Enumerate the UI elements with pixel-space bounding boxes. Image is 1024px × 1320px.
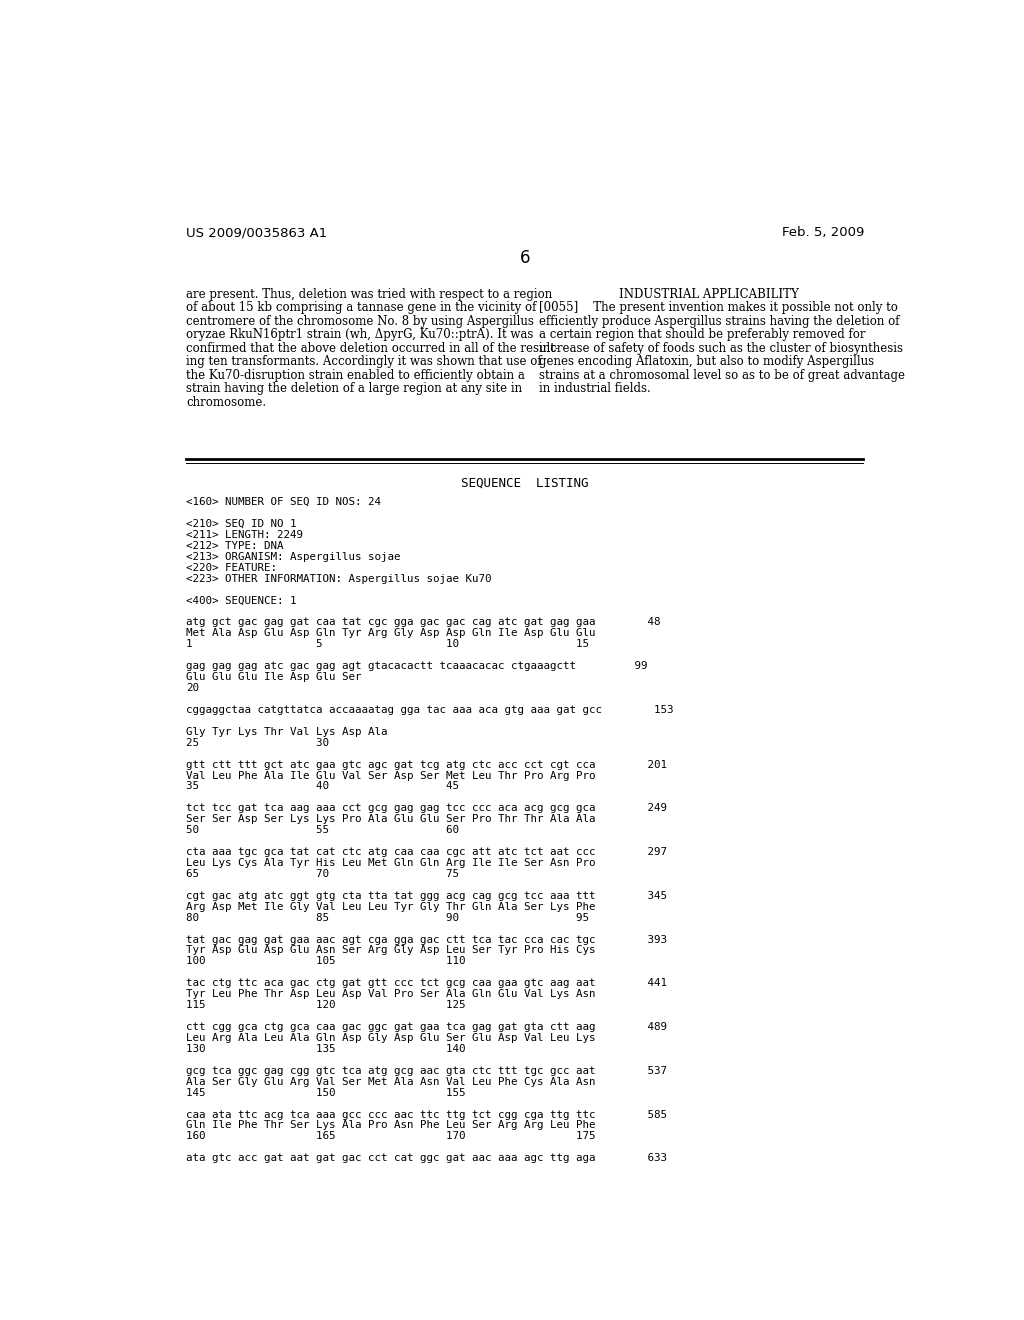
- Text: strains at a chromosomal level so as to be of great advantage: strains at a chromosomal level so as to …: [539, 368, 905, 381]
- Text: Glu Glu Glu Ile Asp Glu Ser: Glu Glu Glu Ile Asp Glu Ser: [186, 672, 361, 682]
- Text: <400> SEQUENCE: 1: <400> SEQUENCE: 1: [186, 595, 297, 606]
- Text: oryzae RkuN16ptr1 strain (wh, ΔpyrG, Ku70::ptrA). It was: oryzae RkuN16ptr1 strain (wh, ΔpyrG, Ku7…: [186, 329, 534, 341]
- Text: in industrial fields.: in industrial fields.: [539, 381, 650, 395]
- Text: Leu Arg Ala Leu Ala Gln Asp Gly Asp Glu Ser Glu Asp Val Leu Lys: Leu Arg Ala Leu Ala Gln Asp Gly Asp Glu …: [186, 1034, 596, 1043]
- Text: tat gac gag gat gaa aac agt cga gga gac ctt tca tac cca cac tgc        393: tat gac gag gat gaa aac agt cga gga gac …: [186, 935, 667, 945]
- Text: increase of safety of foods such as the cluster of biosynthesis: increase of safety of foods such as the …: [539, 342, 903, 355]
- Text: 115                 120                 125: 115 120 125: [186, 1001, 466, 1010]
- Text: Met Ala Asp Glu Asp Gln Tyr Arg Gly Asp Asp Gln Ile Asp Glu Glu: Met Ala Asp Glu Asp Gln Tyr Arg Gly Asp …: [186, 628, 596, 639]
- Text: gag gag gag atc gac gag agt gtacacactt tcaaacacac ctgaaagctt         99: gag gag gag atc gac gag agt gtacacactt t…: [186, 661, 647, 671]
- Text: Leu Lys Cys Ala Tyr His Leu Met Gln Gln Arg Ile Ile Ser Asn Pro: Leu Lys Cys Ala Tyr His Leu Met Gln Gln …: [186, 858, 596, 869]
- Text: Ser Ser Asp Ser Lys Lys Pro Ala Glu Glu Ser Pro Thr Thr Ala Ala: Ser Ser Asp Ser Lys Lys Pro Ala Glu Glu …: [186, 814, 596, 824]
- Text: tct tcc gat tca aag aaa cct gcg gag gag tcc ccc aca acg gcg gca        249: tct tcc gat tca aag aaa cct gcg gag gag …: [186, 804, 667, 813]
- Text: Feb. 5, 2009: Feb. 5, 2009: [782, 226, 864, 239]
- Text: strain having the deletion of a large region at any site in: strain having the deletion of a large re…: [186, 381, 522, 395]
- Text: the Ku70-disruption strain enabled to efficiently obtain a: the Ku70-disruption strain enabled to ef…: [186, 368, 525, 381]
- Text: confirmed that the above deletion occurred in all of the result-: confirmed that the above deletion occurr…: [186, 342, 559, 355]
- Text: US 2009/0035863 A1: US 2009/0035863 A1: [186, 226, 328, 239]
- Text: 145                 150                 155: 145 150 155: [186, 1088, 466, 1098]
- Text: 35                  40                  45: 35 40 45: [186, 781, 459, 792]
- Text: Tyr Asp Glu Asp Glu Asn Ser Arg Gly Asp Leu Ser Tyr Pro His Cys: Tyr Asp Glu Asp Glu Asn Ser Arg Gly Asp …: [186, 945, 596, 956]
- Text: Ala Ser Gly Glu Arg Val Ser Met Ala Asn Val Leu Phe Cys Ala Asn: Ala Ser Gly Glu Arg Val Ser Met Ala Asn …: [186, 1077, 596, 1086]
- Text: a certain region that should be preferably removed for: a certain region that should be preferab…: [539, 329, 865, 341]
- Text: [0055]    The present invention makes it possible not only to: [0055] The present invention makes it po…: [539, 301, 898, 314]
- Text: 25                  30: 25 30: [186, 738, 329, 747]
- Text: of about 15 kb comprising a tannase gene in the vicinity of: of about 15 kb comprising a tannase gene…: [186, 301, 537, 314]
- Text: Gln Ile Phe Thr Ser Lys Ala Pro Asn Phe Leu Ser Arg Arg Leu Phe: Gln Ile Phe Thr Ser Lys Ala Pro Asn Phe …: [186, 1121, 596, 1130]
- Text: cgt gac atg atc ggt gtg cta tta tat ggg acg cag gcg tcc aaa ttt        345: cgt gac atg atc ggt gtg cta tta tat ggg …: [186, 891, 667, 900]
- Text: 160                 165                 170                 175: 160 165 170 175: [186, 1131, 596, 1142]
- Text: 6: 6: [519, 249, 530, 267]
- Text: 50                  55                  60: 50 55 60: [186, 825, 459, 836]
- Text: <223> OTHER INFORMATION: Aspergillus sojae Ku70: <223> OTHER INFORMATION: Aspergillus soj…: [186, 574, 492, 583]
- Text: <213> ORGANISM: Aspergillus sojae: <213> ORGANISM: Aspergillus sojae: [186, 552, 400, 562]
- Text: ctt cgg gca ctg gca caa gac ggc gat gaa tca gag gat gta ctt aag        489: ctt cgg gca ctg gca caa gac ggc gat gaa …: [186, 1022, 667, 1032]
- Text: 130                 135                 140: 130 135 140: [186, 1044, 466, 1053]
- Text: <211> LENGTH: 2249: <211> LENGTH: 2249: [186, 531, 303, 540]
- Text: Arg Asp Met Ile Gly Val Leu Leu Tyr Gly Thr Gln Ala Ser Lys Phe: Arg Asp Met Ile Gly Val Leu Leu Tyr Gly …: [186, 902, 596, 912]
- Text: INDUSTRIAL APPLICABILITY: INDUSTRIAL APPLICABILITY: [620, 288, 799, 301]
- Text: cta aaa tgc gca tat cat ctc atg caa caa cgc att atc tct aat ccc        297: cta aaa tgc gca tat cat ctc atg caa caa …: [186, 847, 667, 857]
- Text: <160> NUMBER OF SEQ ID NOS: 24: <160> NUMBER OF SEQ ID NOS: 24: [186, 498, 381, 507]
- Text: 20: 20: [186, 682, 199, 693]
- Text: Val Leu Phe Ala Ile Glu Val Ser Asp Ser Met Leu Thr Pro Arg Pro: Val Leu Phe Ala Ile Glu Val Ser Asp Ser …: [186, 771, 596, 780]
- Text: <220> FEATURE:: <220> FEATURE:: [186, 562, 278, 573]
- Text: <212> TYPE: DNA: <212> TYPE: DNA: [186, 541, 284, 550]
- Text: 65                  70                  75: 65 70 75: [186, 869, 459, 879]
- Text: cggaggctaa catgttatca accaaaatag gga tac aaa aca gtg aaa gat gcc        153: cggaggctaa catgttatca accaaaatag gga tac…: [186, 705, 674, 715]
- Text: ing ten transformants. Accordingly it was shown that use of: ing ten transformants. Accordingly it wa…: [186, 355, 542, 368]
- Text: efficiently produce Aspergillus strains having the deletion of: efficiently produce Aspergillus strains …: [539, 314, 899, 327]
- Text: atg gct gac gag gat caa tat cgc gga gac gac cag atc gat gag gaa        48: atg gct gac gag gat caa tat cgc gga gac …: [186, 618, 660, 627]
- Text: tac ctg ttc aca gac ctg gat gtt ccc tct gcg caa gaa gtc aag aat        441: tac ctg ttc aca gac ctg gat gtt ccc tct …: [186, 978, 667, 989]
- Text: caa ata ttc acg tca aaa gcc ccc aac ttc ttg tct cgg cga ttg ttc        585: caa ata ttc acg tca aaa gcc ccc aac ttc …: [186, 1110, 667, 1119]
- Text: 1                   5                   10                  15: 1 5 10 15: [186, 639, 589, 649]
- Text: 100                 105                 110: 100 105 110: [186, 957, 466, 966]
- Text: Tyr Leu Phe Thr Asp Leu Asp Val Pro Ser Ala Gln Glu Val Lys Asn: Tyr Leu Phe Thr Asp Leu Asp Val Pro Ser …: [186, 989, 596, 999]
- Text: gcg tca ggc gag cgg gtc tca atg gcg aac gta ctc ttt tgc gcc aat        537: gcg tca ggc gag cgg gtc tca atg gcg aac …: [186, 1065, 667, 1076]
- Text: <210> SEQ ID NO 1: <210> SEQ ID NO 1: [186, 519, 297, 529]
- Text: centromere of the chromosome No. 8 by using Aspergillus: centromere of the chromosome No. 8 by us…: [186, 314, 534, 327]
- Text: ata gtc acc gat aat gat gac cct cat ggc gat aac aaa agc ttg aga        633: ata gtc acc gat aat gat gac cct cat ggc …: [186, 1154, 667, 1163]
- Text: Gly Tyr Lys Thr Val Lys Asp Ala: Gly Tyr Lys Thr Val Lys Asp Ala: [186, 727, 388, 737]
- Text: SEQUENCE  LISTING: SEQUENCE LISTING: [461, 477, 589, 490]
- Text: genes encoding Aflatoxin, but also to modify Aspergillus: genes encoding Aflatoxin, but also to mo…: [539, 355, 873, 368]
- Text: 80                  85                  90                  95: 80 85 90 95: [186, 912, 589, 923]
- Text: chromosome.: chromosome.: [186, 396, 266, 409]
- Text: are present. Thus, deletion was tried with respect to a region: are present. Thus, deletion was tried wi…: [186, 288, 552, 301]
- Text: gtt ctt ttt gct atc gaa gtc agc gat tcg atg ctc acc cct cgt cca        201: gtt ctt ttt gct atc gaa gtc agc gat tcg …: [186, 759, 667, 770]
